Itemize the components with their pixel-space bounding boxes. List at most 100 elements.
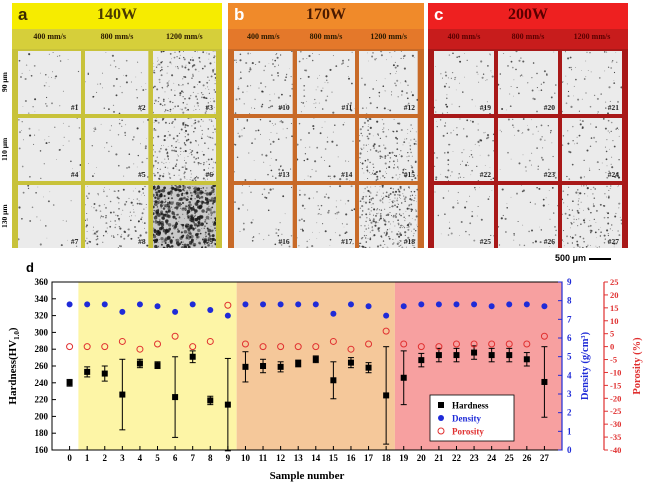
- hardness-point: [101, 370, 108, 377]
- porosity-point: [206, 337, 214, 345]
- micrograph-tile: #5: [85, 118, 149, 181]
- sample-number-label: #20: [543, 103, 555, 112]
- x-tick-label: 16: [346, 453, 356, 463]
- micrograph-tile: #20: [498, 51, 558, 114]
- x-tick-label: 19: [399, 453, 409, 463]
- legend-label: Hardness: [452, 401, 489, 411]
- scan-speed-label: 800 mm/s: [309, 32, 343, 41]
- scan-speed-label: 400 mm/s: [33, 32, 66, 41]
- hardness-point: [383, 392, 390, 399]
- sample-number-label: #21: [607, 103, 619, 112]
- x-tick-label: 7: [190, 453, 195, 463]
- sample-number-label: #11: [341, 103, 353, 112]
- density-point: [154, 303, 161, 310]
- sample-number-label: #18: [403, 237, 415, 246]
- scan-speed-label: 400 mm/s: [246, 32, 280, 41]
- hardness-point: [189, 353, 196, 360]
- sample-number-label: #8: [138, 237, 146, 246]
- micrograph-texture: [18, 51, 82, 114]
- density-tick-label: 0: [567, 445, 572, 455]
- micrograph-texture: [18, 118, 82, 181]
- panel-a: a 140W 400 mm/s 800 mm/s 1200 mm/s #1 #2 #3 #4 #5…: [12, 3, 222, 248]
- density-point: [277, 301, 284, 308]
- x-tick-label: 5: [155, 453, 160, 463]
- micrograph-tile: #18: [359, 185, 418, 248]
- porosity-point: [277, 343, 285, 351]
- hardness-tick-label: 320: [35, 311, 49, 321]
- porosity-point: [382, 327, 390, 335]
- scan-speed-label: 400 mm/s: [447, 32, 481, 41]
- micrograph-tile: #10: [234, 51, 293, 114]
- hardness-tick-label: 340: [35, 294, 49, 304]
- x-tick-label: 15: [329, 453, 339, 463]
- porosity-point: [540, 332, 548, 340]
- micrograph-texture: [562, 185, 622, 248]
- density-point: [347, 301, 354, 308]
- laser-power-label: 170W: [306, 6, 346, 23]
- hardness-point: [207, 397, 214, 404]
- hardness-point: [541, 378, 548, 385]
- porosity-point: [365, 340, 373, 348]
- hatch-spacing-label: 90 μm: [0, 72, 9, 93]
- density-point: [541, 303, 548, 310]
- micrograph-texture: [18, 185, 82, 248]
- density-point: [330, 310, 337, 317]
- x-tick-label: 9: [226, 453, 231, 463]
- porosity-point: [400, 340, 408, 348]
- porosity-point: [259, 343, 267, 351]
- panel-header: c 200W: [428, 3, 628, 29]
- hardness-tick-label: 200: [35, 411, 49, 421]
- hardness-tick-label: 160: [35, 445, 49, 455]
- density-axis-title: Density (g/cm³): [580, 331, 591, 400]
- micrograph-texture: [359, 118, 418, 181]
- sample-number-label: #25: [479, 237, 491, 246]
- hardness-point: [418, 357, 425, 364]
- laser-power-label: 140W: [97, 6, 137, 23]
- micrograph-tile: #8: [85, 185, 149, 248]
- micrograph-texture: [359, 51, 418, 114]
- hardness-point: [277, 363, 284, 370]
- x-tick-label: 14: [311, 453, 321, 463]
- micrograph-texture: [498, 118, 558, 181]
- sample-number-label: #1: [70, 103, 79, 112]
- porosity-point: [347, 345, 355, 353]
- sample-number-label: #5: [138, 170, 146, 179]
- micrograph-texture: [152, 185, 216, 248]
- porosity-point: [154, 340, 162, 348]
- x-tick-label: 4: [138, 453, 143, 463]
- micrograph-texture: [234, 118, 293, 181]
- x-tick-label: 25: [505, 453, 515, 463]
- micrograph-texture: [562, 51, 622, 114]
- density-point: [312, 301, 319, 308]
- panel-header: a 140W: [12, 3, 222, 29]
- hardness-axis-title: Hardness(HV1.0): [7, 327, 21, 405]
- micrograph-tile: #23: [498, 118, 558, 181]
- density-point: [365, 303, 372, 310]
- x-tick-label: 22: [452, 453, 462, 463]
- density-point: [471, 301, 478, 308]
- panel-b: b 170W 400 mm/s 800 mm/s 1200 mm/s #10 #11 #12 #…: [228, 3, 424, 248]
- panel-letter: b: [234, 5, 245, 24]
- micrograph-tile: #15: [359, 118, 418, 181]
- micrograph-texture: [359, 185, 418, 248]
- porosity-axis-title: Porosity (%): [632, 337, 643, 395]
- micrograph-texture: [85, 185, 149, 248]
- porosity-point: [312, 343, 320, 351]
- density-tick-label: 3: [567, 389, 572, 399]
- density-point: [400, 303, 407, 310]
- density-point: [523, 301, 530, 308]
- porosity-point: [171, 332, 179, 340]
- porosity-tick-label: 20: [610, 290, 619, 300]
- porosity-tick-label: -15: [610, 380, 621, 390]
- scale-bar-line: [589, 257, 612, 260]
- micrograph-texture: [234, 185, 293, 248]
- scan-speed-label: 800 mm/s: [511, 32, 545, 41]
- micrograph-texture: [296, 51, 356, 114]
- porosity-tick-label: -10: [610, 367, 621, 377]
- legend-marker-porosity: [437, 427, 445, 435]
- x-tick-label: 21: [434, 453, 444, 463]
- sample-number-label: #13: [278, 170, 290, 179]
- density-point: [172, 308, 179, 315]
- sample-number-label: #10: [278, 103, 290, 112]
- density-point: [488, 303, 495, 310]
